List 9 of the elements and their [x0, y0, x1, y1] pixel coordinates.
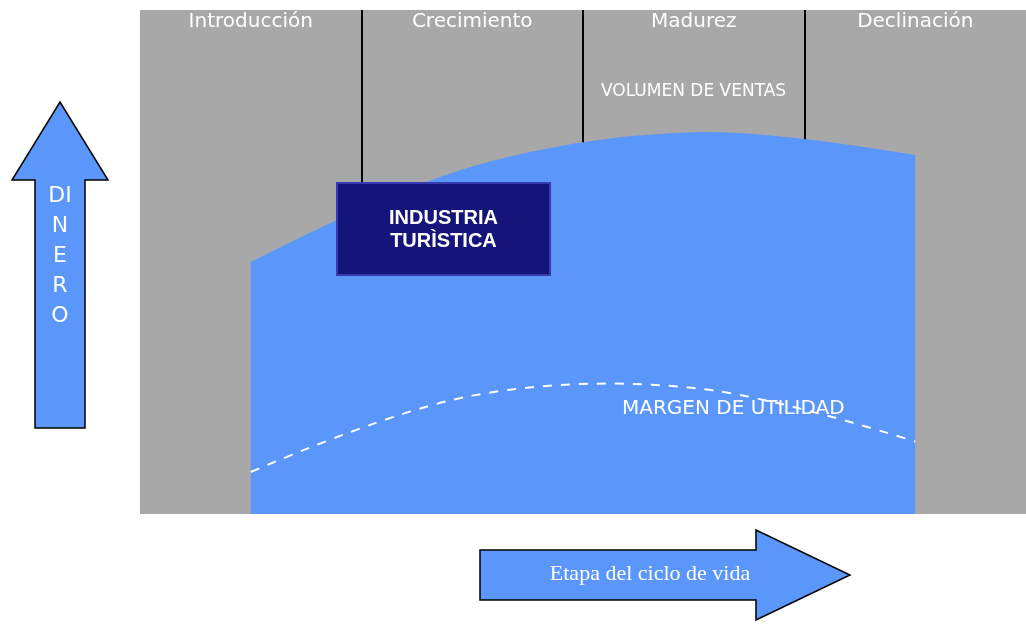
text-box: INDUSTRIA TURÌSTICA	[336, 182, 551, 276]
x-tick-label: Crecimiento	[411, 8, 533, 32]
series-label: MARGEN DE UTILIDAD	[622, 395, 845, 419]
y-axis-title: DINERO	[48, 181, 72, 329]
x-axis-title: Etapa del ciclo de vida	[548, 560, 752, 586]
x-tick-label: Declinación	[857, 8, 974, 32]
x-tick-label: Madurez	[651, 8, 737, 32]
text: VOLUMEN DE VENTAS	[601, 80, 787, 100]
x-tick-label: Introducción	[188, 8, 313, 32]
